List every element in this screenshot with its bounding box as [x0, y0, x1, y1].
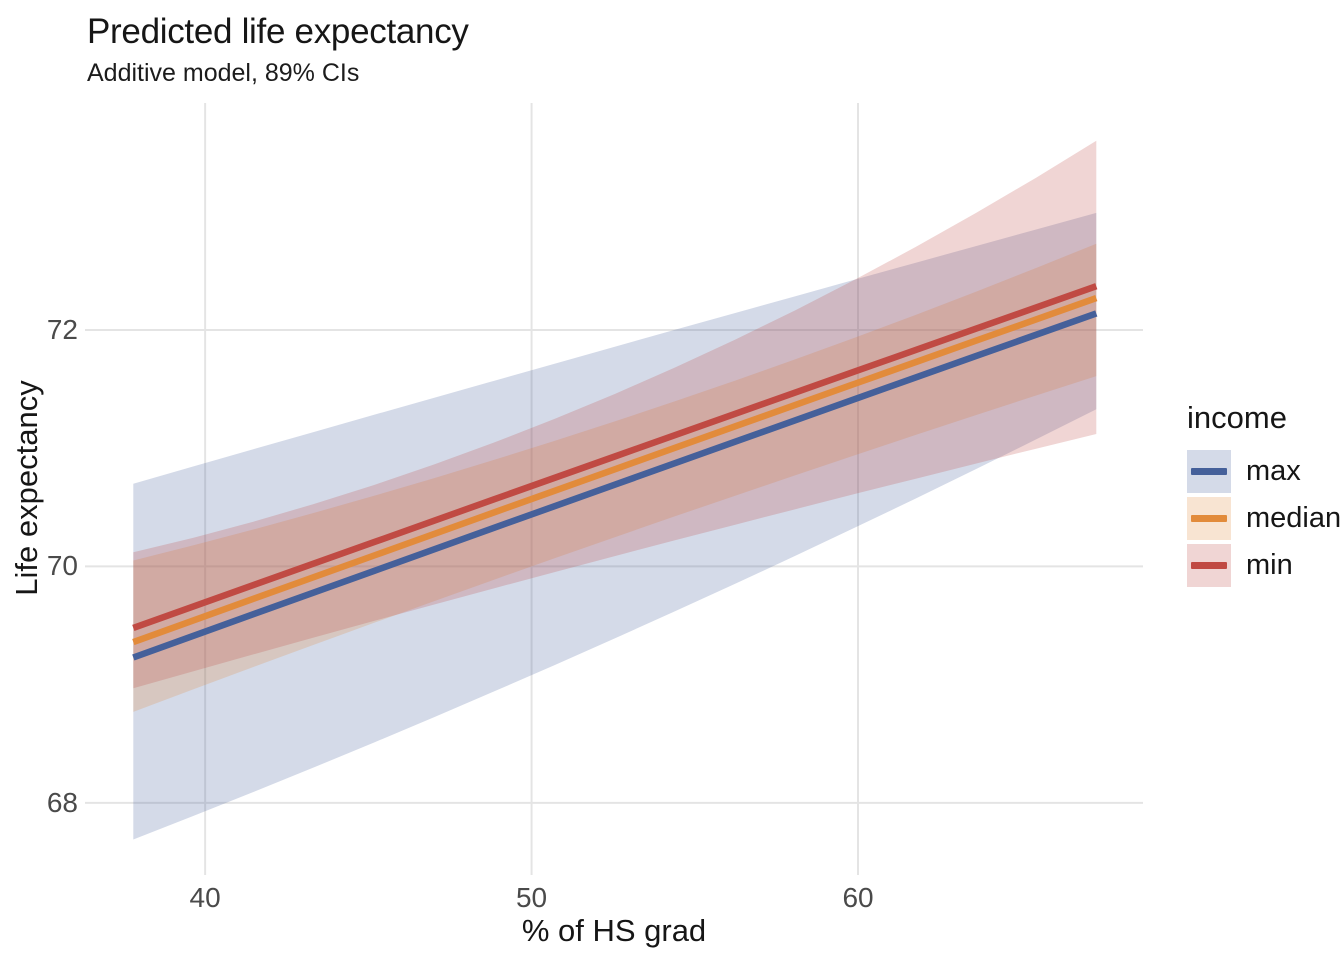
ci-ribbon-median — [133, 243, 1097, 712]
legend-item-min: min — [1187, 544, 1341, 587]
x-tick-label: 40 — [189, 882, 221, 913]
x-tick-label: 60 — [842, 882, 874, 913]
x-axis-title: % of HS grad — [521, 913, 707, 948]
y-axis-title: Life expectancy — [9, 380, 44, 596]
chart-title: Predicted life expectancy — [87, 12, 469, 51]
chart-subtitle: Additive model, 89% CIs — [87, 59, 360, 87]
mean-line-min — [132, 283, 1098, 631]
legend-key-swatch — [1187, 450, 1231, 493]
y-tick-label: 72 — [46, 313, 78, 345]
legend-items: max median min — [1187, 450, 1341, 587]
legend-item-max: max — [1187, 450, 1341, 493]
x-tick-label: 50 — [515, 882, 548, 913]
legend-item-label: median — [1246, 502, 1342, 534]
mean-line-max — [132, 310, 1098, 661]
legend-key-swatch — [1187, 544, 1231, 587]
legend-item-median: median — [1187, 497, 1341, 540]
legend-title: income — [1187, 400, 1287, 435]
mean-line-median — [132, 295, 1098, 646]
ci-ribbon-min — [133, 140, 1097, 689]
plot-panel — [85, 103, 1143, 875]
y-tick-label: 70 — [46, 550, 78, 582]
legend-item-label: min — [1246, 549, 1293, 581]
legend-item-label: max — [1246, 455, 1301, 487]
legend-key-line — [1191, 562, 1227, 569]
legend: income max median min — [1187, 400, 1341, 587]
legend-key-swatch — [1187, 497, 1231, 540]
legend-key-line — [1191, 515, 1227, 522]
y-tick-label: 68 — [46, 786, 78, 818]
legend-key-line — [1191, 468, 1227, 475]
